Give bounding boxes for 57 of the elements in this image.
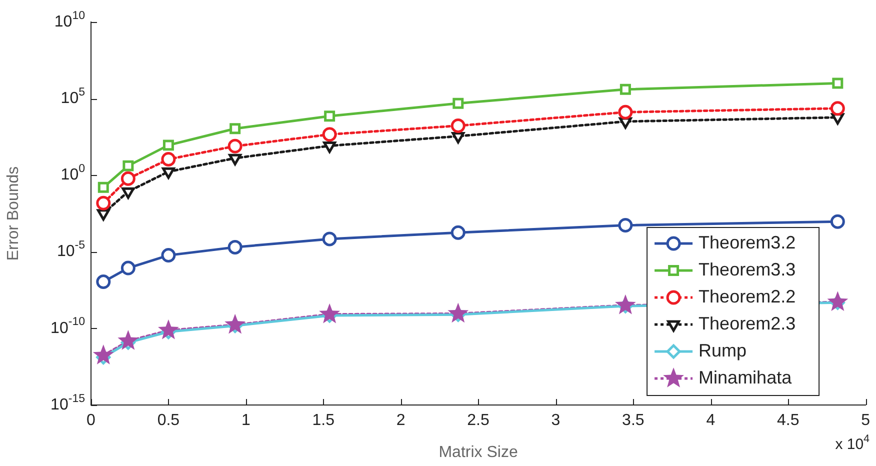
point (228, 154, 242, 166)
x-tick-label: 2 (396, 412, 406, 430)
point (450, 225, 466, 240)
point (827, 291, 848, 312)
point (161, 152, 176, 166)
point (452, 132, 465, 144)
point (618, 218, 633, 233)
point (161, 248, 176, 263)
legend-label: Minamihata (698, 367, 793, 388)
x-tick-label: 1.5 (312, 412, 335, 430)
point (830, 101, 845, 116)
point (228, 240, 242, 254)
legend-label: Theorem2.2 (698, 286, 796, 306)
point (96, 274, 111, 290)
legend-label: Rump (698, 340, 747, 360)
legend-label: Theorem2.3 (698, 313, 796, 334)
point (162, 140, 174, 151)
x-tick-label: 5 (861, 412, 870, 430)
x-tick-label: 0.5 (157, 412, 180, 430)
y-axis-title: Error Bounds (5, 166, 22, 261)
legend-label: Theorem3.3 (698, 259, 796, 280)
point (224, 314, 246, 334)
point (122, 187, 135, 199)
point (96, 196, 111, 210)
point (118, 330, 139, 350)
point (122, 160, 134, 172)
point (162, 167, 175, 179)
point (832, 78, 844, 89)
point (618, 104, 633, 120)
point (618, 117, 632, 129)
x-tick-label: 1 (241, 412, 250, 430)
point (120, 171, 136, 186)
x-axis-title: Matrix Size (438, 444, 518, 461)
point (98, 182, 109, 193)
point (120, 260, 136, 276)
point (158, 319, 179, 340)
point (620, 84, 631, 95)
x-tick-label: 3 (551, 412, 560, 430)
point (323, 142, 336, 154)
point (452, 98, 464, 109)
point (322, 127, 337, 142)
point (92, 344, 114, 364)
point (830, 214, 845, 229)
x-tick-label: 3.5 (622, 412, 644, 430)
point (322, 232, 337, 246)
point (319, 303, 340, 324)
x-tick-label: 4.5 (776, 412, 800, 430)
point (450, 118, 466, 133)
point (324, 110, 336, 122)
legend-label: Theorem3.2 (698, 232, 796, 252)
x-tick-label: 2.5 (467, 412, 490, 430)
x-tick-label: 4 (706, 412, 716, 430)
point (228, 138, 242, 154)
x-tick-label: 0 (86, 412, 96, 430)
point (230, 123, 241, 134)
point (614, 294, 636, 314)
point (448, 302, 469, 323)
